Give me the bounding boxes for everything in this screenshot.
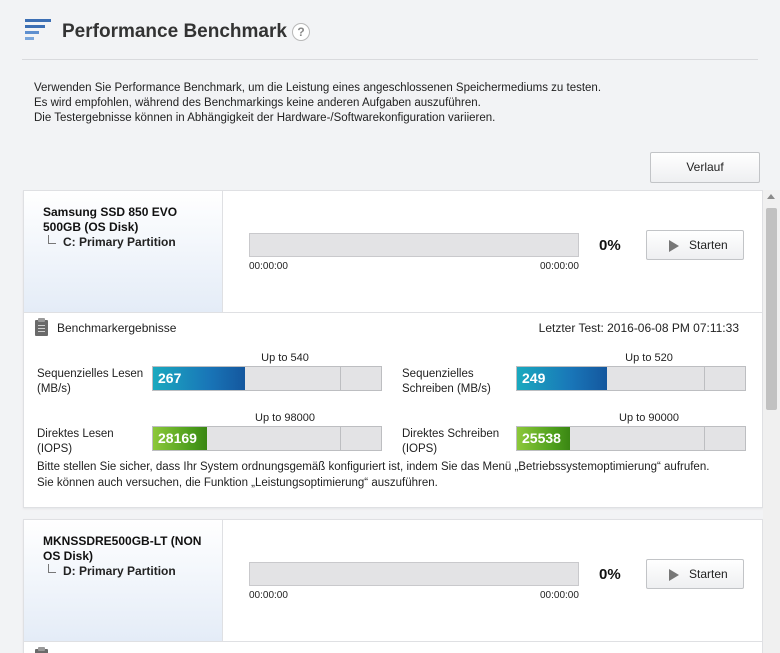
- seq-write-cap: Up to 520: [625, 352, 673, 364]
- start-label: Starten: [689, 567, 728, 581]
- rand-read-cap: Up to 98000: [255, 412, 315, 424]
- clipboard-icon: [35, 647, 48, 653]
- seq-read-value: 267: [158, 370, 182, 386]
- tree-branch-icon: [48, 564, 56, 573]
- last-test-timestamp: Letzter Test: 2016-06-08 PM 07:11:33: [538, 321, 739, 335]
- rand-read-label: Direktes Lesen (IOPS): [37, 427, 114, 457]
- metric-label-line: Direktes Schreiben: [402, 428, 500, 440]
- results-divider: [24, 312, 762, 313]
- seq-write-bar: 249: [516, 366, 746, 391]
- rand-write-fill: [517, 427, 570, 450]
- remaining-time: 00:00:00: [540, 261, 579, 272]
- bar-marker: [340, 367, 341, 390]
- partition-row: C: Primary Partition: [48, 235, 176, 249]
- rand-write-cap: Up to 90000: [619, 412, 679, 424]
- start-button[interactable]: Starten: [646, 559, 744, 589]
- page-title: Performance Benchmark: [62, 21, 287, 42]
- metric-label-line: (MB/s): [37, 383, 71, 395]
- benchmark-progress-bar: [249, 562, 579, 586]
- seq-write-value: 249: [522, 370, 546, 386]
- header-divider: [22, 59, 758, 60]
- metric-label-line: Direktes Lesen: [37, 428, 114, 440]
- seq-write-fill: [517, 367, 607, 390]
- benchmark-progress-bar: [249, 233, 579, 257]
- start-label: Starten: [689, 238, 728, 252]
- play-icon: [669, 240, 679, 252]
- disk-name: Samsung SSD 850 EVO 500GB (OS Disk): [43, 205, 178, 234]
- rand-write-bar: 25538: [516, 426, 746, 451]
- seq-read-cap: Up to 540: [261, 352, 309, 364]
- elapsed-time: 00:00:00: [249, 261, 288, 272]
- progress-percent: 0%: [599, 566, 621, 583]
- disk-card-samsung: Samsung SSD 850 EVO 500GB (OS Disk) C: P…: [23, 190, 763, 508]
- help-icon[interactable]: ?: [292, 23, 310, 41]
- scroll-up-arrow-icon[interactable]: [767, 194, 775, 199]
- start-button[interactable]: Starten: [646, 230, 744, 260]
- rand-read-value: 28169: [158, 430, 197, 446]
- bar-marker: [340, 427, 341, 450]
- intro-line: Es wird empfohlen, während des Benchmark…: [34, 97, 481, 109]
- partition-label: D: Primary Partition: [63, 564, 176, 578]
- disk-card-mkn: MKNSSDRE500GB-LT (NON OS Disk) D: Primar…: [23, 519, 763, 653]
- tree-branch-icon: [48, 235, 56, 244]
- optimization-hint: Bitte stellen Sie sicher, dass Ihr Syste…: [37, 459, 709, 491]
- metric-label-line: (IOPS): [402, 443, 438, 455]
- metric-label-line: (IOPS): [37, 443, 73, 455]
- hint-line: Sie können auch versuchen, die Funktion …: [37, 477, 438, 489]
- bar-marker: [704, 427, 705, 450]
- header: Performance Benchmark ?: [0, 0, 780, 60]
- results-divider: [24, 641, 762, 642]
- intro-text: Verwenden Sie Performance Benchmark, um …: [34, 81, 601, 126]
- seq-read-bar: 267: [152, 366, 382, 391]
- elapsed-time: 00:00:00: [249, 590, 288, 601]
- disk-name: MKNSSDRE500GB-LT (NON OS Disk): [43, 534, 202, 563]
- clipboard-icon: [35, 318, 48, 336]
- hint-line: Bitte stellen Sie sicher, dass Ihr Syste…: [37, 461, 710, 473]
- rand-read-fill: [153, 427, 207, 450]
- intro-line: Die Testergebnisse können in Abhängigkei…: [34, 112, 496, 124]
- vertical-scrollbar[interactable]: [763, 190, 780, 653]
- history-button[interactable]: Verlauf: [650, 152, 760, 183]
- scroll-thumb[interactable]: [766, 208, 777, 410]
- remaining-time: 00:00:00: [540, 590, 579, 601]
- bar-marker: [704, 367, 705, 390]
- progress-percent: 0%: [599, 237, 621, 254]
- disk-list: Samsung SSD 850 EVO 500GB (OS Disk) C: P…: [0, 190, 763, 653]
- intro-line: Verwenden Sie Performance Benchmark, um …: [34, 82, 602, 94]
- seq-read-label: Sequenzielles Lesen (MB/s): [37, 367, 143, 397]
- benchmark-app-icon: [25, 19, 51, 40]
- seq-read-fill: [153, 367, 245, 390]
- partition-row: D: Primary Partition: [48, 564, 176, 578]
- metric-label-line: Sequenzielles Lesen: [37, 368, 144, 380]
- rand-write-label: Direktes Schreiben (IOPS): [402, 427, 499, 457]
- results-title: Benchmarkergebnisse: [57, 321, 177, 335]
- disk-info: Samsung SSD 850 EVO 500GB (OS Disk) C: P…: [24, 191, 223, 312]
- rand-read-bar: 28169: [152, 426, 382, 451]
- play-icon: [669, 569, 679, 581]
- partition-label: C: Primary Partition: [63, 235, 176, 249]
- metric-label-line: Sequenzielles: [402, 368, 474, 380]
- rand-write-value: 25538: [522, 430, 561, 446]
- seq-write-label: Sequenzielles Schreiben (MB/s): [402, 367, 491, 397]
- disk-info: MKNSSDRE500GB-LT (NON OS Disk) D: Primar…: [24, 520, 223, 641]
- metric-label-line: Schreiben (MB/s): [402, 383, 491, 395]
